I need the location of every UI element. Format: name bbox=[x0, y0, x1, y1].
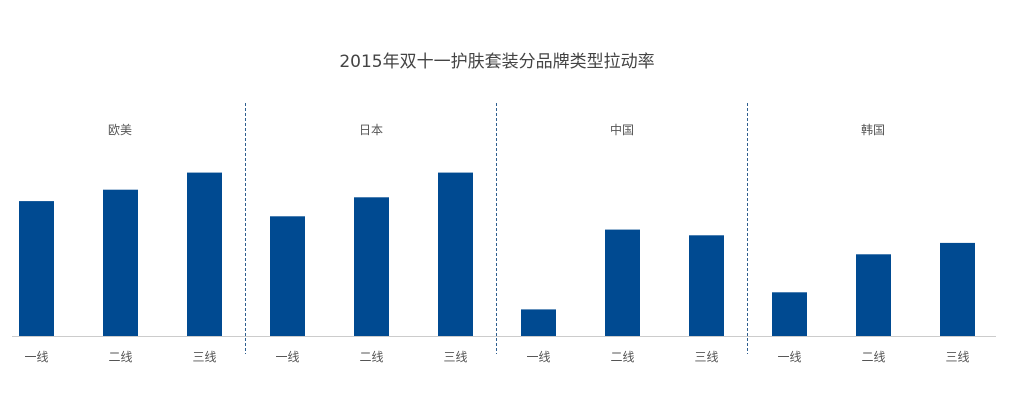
tick-label-0-2: 三线 bbox=[192, 350, 216, 364]
group-label-2: 中国 bbox=[610, 122, 634, 137]
tick-label-2-2: 三线 bbox=[694, 350, 718, 364]
bar-1-2 bbox=[438, 172, 473, 336]
tick-label-0-1: 二线 bbox=[108, 350, 132, 364]
bar-3-2 bbox=[940, 242, 975, 336]
bar-3-0 bbox=[772, 292, 807, 336]
bar-1-1 bbox=[354, 197, 389, 336]
bar-0-2 bbox=[187, 172, 222, 336]
tick-label-3-1: 二线 bbox=[861, 350, 885, 364]
bar-3-1 bbox=[856, 254, 891, 336]
tick-label-1-2: 三线 bbox=[443, 350, 467, 364]
group-label-1: 日本 bbox=[359, 123, 383, 137]
tick-label-3-0: 一线 bbox=[777, 350, 801, 364]
tick-label-2-1: 二线 bbox=[610, 350, 634, 364]
tick-label-0-0: 一线 bbox=[24, 350, 48, 364]
tick-label-2-0: 一线 bbox=[526, 350, 550, 364]
group-dividers bbox=[245, 103, 748, 354]
bar-2-0 bbox=[521, 309, 556, 336]
bars-layer bbox=[19, 172, 975, 336]
group-label-3: 韩国 bbox=[861, 122, 885, 137]
bar-0-1 bbox=[103, 189, 138, 336]
tick-label-3-2: 三线 bbox=[945, 350, 969, 364]
tick-label-1-1: 二线 bbox=[359, 350, 383, 364]
bar-1-0 bbox=[270, 216, 305, 336]
bar-2-1 bbox=[605, 229, 640, 336]
chart-title: 2015年双十一护肤套装分品牌类型拉动率 bbox=[339, 52, 655, 72]
bar-0-0 bbox=[19, 201, 54, 336]
bar-2-2 bbox=[689, 235, 724, 336]
tick-label-1-0: 一线 bbox=[275, 350, 299, 364]
group-label-0: 欧美 bbox=[108, 123, 132, 137]
